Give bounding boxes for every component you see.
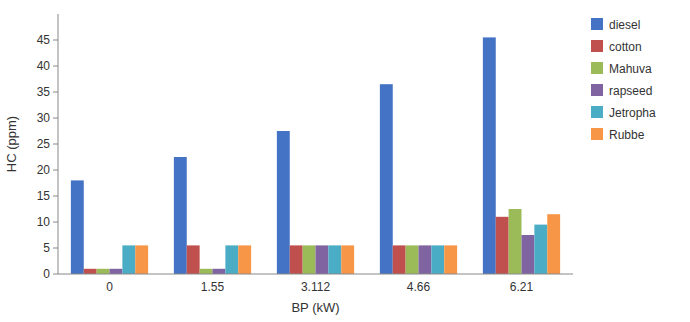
y-tick-label: 5 [43,241,50,255]
bar [122,245,135,274]
legend: diesel cotton Mahuva rapseed Jetropha Rubbe [591,18,656,142]
bar [380,84,393,274]
bar [547,214,560,274]
y-tick-label: 25 [37,137,51,151]
bar [341,245,354,274]
y-axis-label: HC (ppm) [4,116,19,172]
x-axis-label: BP (kW) [291,300,339,315]
y-tick [53,144,58,145]
x-tick-label: 0 [106,280,113,294]
chart: 0 5 10 15 20 25 30 35 40 45 0 1.55 3.112 4.66 6.21 BP (… [0,0,690,322]
legend-swatch [591,84,603,96]
x-axis [58,274,573,275]
y-tick [53,222,58,223]
x-tick-label: 6.21 [510,280,534,294]
bars [71,37,560,274]
bar [496,217,509,274]
legend-swatch [591,40,603,52]
bar [174,157,187,274]
legend-swatch [591,128,603,140]
x-tick-label: 4.66 [407,280,431,294]
bar [200,269,213,274]
legend-swatch [591,18,603,30]
y-tick-label: 0 [43,267,50,281]
y-tick [53,118,58,119]
bar [483,37,496,274]
bar [534,225,547,274]
bar [225,245,238,274]
y-tick [53,66,58,67]
bar [522,235,535,274]
bar [213,269,226,274]
bar [419,245,432,274]
bar [110,269,123,274]
bar [71,180,84,274]
bar [97,269,110,274]
y-tick-label: 35 [37,85,51,99]
bar [393,245,406,274]
bar [431,245,444,274]
legend-swatch [591,62,603,74]
legend-swatch [591,106,603,118]
legend-label: Rubbe [609,128,645,142]
legend-label: Jetropha [609,106,656,120]
y-tick-label: 15 [37,189,51,203]
legend-label: cotton [609,40,642,54]
x-tick-label: 1.55 [201,280,225,294]
bar [277,131,290,274]
y-tick-label: 20 [37,163,51,177]
bar [84,269,97,274]
y-tick-label: 10 [37,215,51,229]
bar [444,245,457,274]
y-tick [53,248,58,249]
y-axis [58,14,59,274]
bar [187,245,200,274]
bar [406,245,419,274]
bar [303,245,316,274]
y-tick [53,274,58,275]
y-tick-label: 30 [37,111,51,125]
legend-label: diesel [609,18,640,32]
bar [328,245,341,274]
bar [135,245,148,274]
y-tick [53,170,58,171]
y-tick [53,92,58,93]
x-tick-label: 3.112 [301,280,330,294]
y-tick-label: 40 [37,59,51,73]
bar [238,245,251,274]
legend-label: rapseed [609,84,652,98]
bar [290,245,303,274]
y-tick-label: 45 [37,33,51,47]
bar [316,245,329,274]
y-tick [53,196,58,197]
bar [509,209,522,274]
y-tick [53,40,58,41]
legend-label: Mahuva [609,62,652,76]
